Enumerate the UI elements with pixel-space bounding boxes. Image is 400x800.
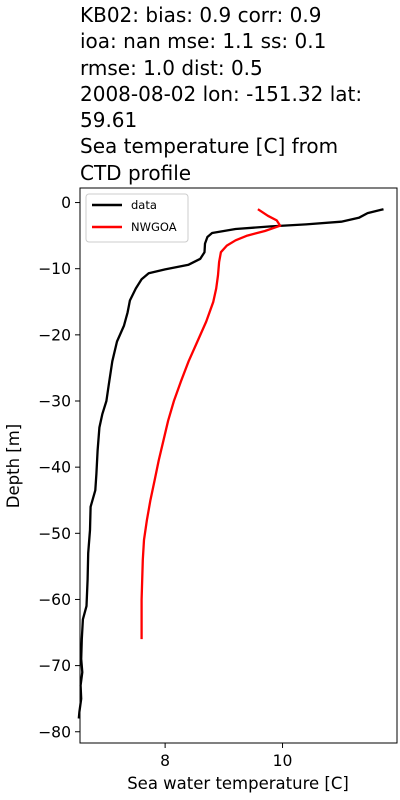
y-tick-label: −50 bbox=[38, 525, 71, 543]
y-tick-label: −30 bbox=[38, 393, 71, 411]
title-line: 2008-08-02 lon: -151.32 lat: bbox=[80, 81, 363, 106]
y-tick-label: −80 bbox=[38, 723, 71, 741]
legend-label-data: data bbox=[131, 198, 157, 212]
x-tick-label: 10 bbox=[273, 752, 293, 770]
chart-title: KB02: bias: 0.9 corr: 0.9 ioa: nan mse: 1… bbox=[80, 2, 398, 186]
title-line: rmse: 1.0 dist: 0.5 bbox=[80, 55, 263, 80]
title-line: 59.61 bbox=[80, 108, 138, 133]
title-line: ioa: nan mse: 1.1 ss: 0.1 bbox=[80, 29, 327, 54]
y-tick-label: −40 bbox=[38, 459, 71, 477]
legend: data NWGOA bbox=[85, 193, 189, 243]
legend-label-nwgoa: NWGOA bbox=[131, 220, 177, 234]
series-layer bbox=[77, 208, 384, 719]
x-axis-label: Sea water temperature [C] bbox=[127, 774, 349, 793]
title-line: Sea temperature [C] from bbox=[80, 134, 339, 159]
plot-area-frame bbox=[79, 187, 398, 744]
series-line-data bbox=[77, 208, 384, 719]
title-line: CTD profile bbox=[80, 160, 192, 185]
y-axis: 0 −10 −20 −30 −40 −50 −60 −70 −80 bbox=[38, 194, 80, 741]
x-axis: 8 10 bbox=[160, 743, 292, 770]
title-line: KB02: bias: 0.9 corr: 0.9 bbox=[80, 3, 322, 27]
y-axis-label: Depth [m] bbox=[4, 424, 23, 508]
series-line-nwgoa bbox=[140, 208, 282, 640]
y-tick-label: −10 bbox=[38, 260, 71, 278]
y-tick-label: −70 bbox=[38, 657, 71, 675]
y-tick-label: −60 bbox=[38, 591, 71, 609]
x-tick-label: 8 bbox=[160, 752, 170, 770]
y-tick-label: 0 bbox=[61, 194, 71, 212]
y-tick-label: −20 bbox=[38, 326, 71, 344]
